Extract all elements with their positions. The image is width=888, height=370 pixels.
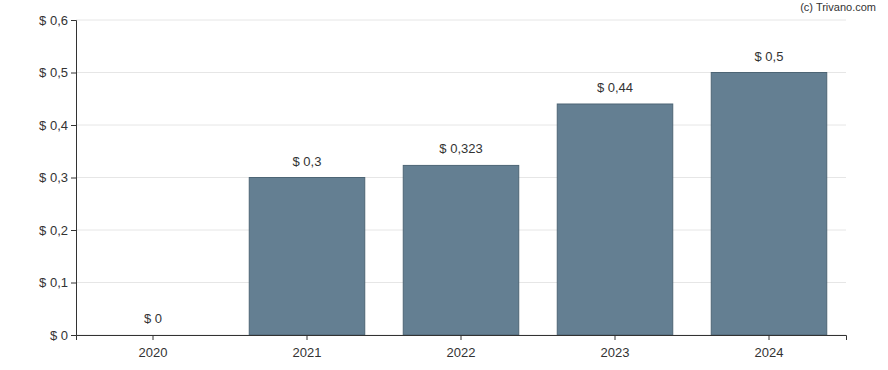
x-tick: 2022: [447, 335, 476, 360]
x-tick-label: 2024: [755, 345, 784, 360]
x-tick: 2020: [139, 335, 168, 360]
x-axis: 2020 2021 2022 2023 2024: [77, 335, 847, 360]
bar: [557, 104, 673, 335]
x-tick-label: 2023: [601, 345, 630, 360]
y-tick-mark: [71, 178, 76, 179]
y-tick-mark: [71, 20, 76, 21]
y-tick: $ 0,6: [39, 13, 76, 28]
x-tick-mark: [153, 335, 154, 340]
grid-line: [76, 20, 846, 21]
y-tick-mark: [71, 335, 76, 336]
x-tick-label: 2022: [447, 345, 476, 360]
x-tick-mark: [615, 335, 616, 340]
x-tick-label: 2021: [293, 345, 322, 360]
y-axis: $ 0 $ 0,1 $ 0,2 $ 0,3 $ 0,4 $ 0,5 $ 0,6: [39, 13, 76, 343]
x-tick-label: 2020: [139, 345, 168, 360]
data-label: $ 0,3: [293, 154, 322, 169]
grid: [76, 20, 846, 335]
x-tick-mark: [461, 335, 462, 340]
data-label: $ 0,323: [439, 141, 482, 156]
y-tick-mark: [71, 125, 76, 126]
x-tick-mark: [307, 335, 308, 340]
chart: $ 0$ 0,1$ 0,2$ 0,3$ 0,4$ 0,5$ 0,62020202…: [0, 0, 888, 370]
y-tick-label: $ 0,3: [39, 170, 68, 185]
bars: [249, 73, 827, 336]
y-tick: $ 0,4: [39, 118, 76, 133]
y-tick-label: $ 0,1: [39, 275, 68, 290]
bar: [249, 178, 365, 336]
x-tick: 2024: [755, 335, 784, 360]
y-axis-line: [71, 21, 77, 336]
y-tick: $ 0,5: [39, 65, 76, 80]
x-tick-mark: [769, 335, 770, 340]
x-tick: 2021: [293, 335, 322, 360]
y-tick-label: $ 0: [50, 328, 68, 343]
y-tick: $ 0,1: [39, 275, 76, 290]
y-tick-mark: [71, 283, 76, 284]
x-tick: 2023: [601, 335, 630, 360]
data-label: $ 0,5: [755, 49, 784, 64]
data-label: $ 0,44: [597, 80, 633, 95]
y-tick: $ 0,2: [39, 223, 76, 238]
y-tick-label: $ 0,5: [39, 65, 68, 80]
data-labels: $ 0 $ 0,3 $ 0,323 $ 0,44 $ 0,5: [144, 49, 784, 327]
y-tick-label: $ 0,6: [39, 13, 68, 28]
bar: [711, 73, 827, 336]
y-tick-label: $ 0,2: [39, 223, 68, 238]
x-axis-line: [77, 336, 847, 341]
y-tick-mark: [71, 230, 76, 231]
annotation: (c) Trivano.com: [800, 1, 876, 13]
y-tick: $ 0,3: [39, 170, 76, 185]
y-tick-label: $ 0,4: [39, 118, 68, 133]
y-tick-mark: [71, 73, 76, 74]
data-label: $ 0: [144, 311, 162, 326]
bar: [403, 165, 519, 335]
bar: [95, 335, 211, 336]
y-tick: $ 0: [50, 328, 76, 343]
